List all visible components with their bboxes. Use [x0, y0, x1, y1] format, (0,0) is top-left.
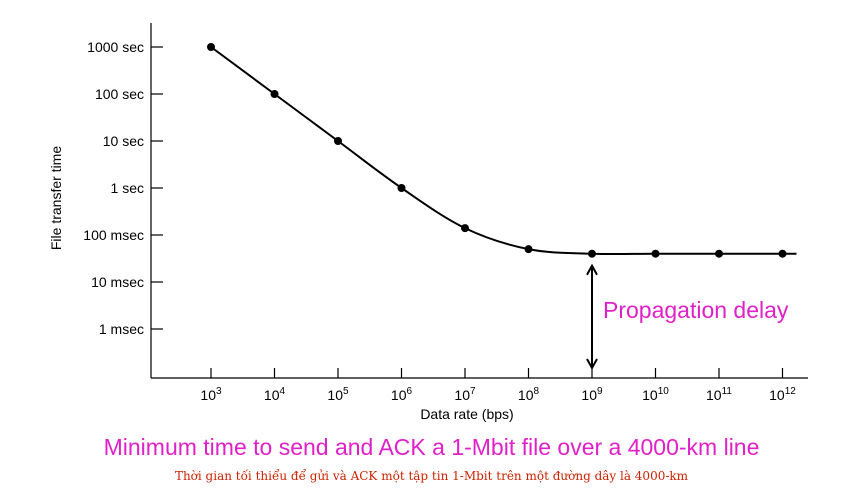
data-points [207, 43, 787, 258]
x-tick-label: 108 [518, 386, 540, 403]
data-point [397, 184, 406, 192]
data-point [651, 249, 660, 258]
x-tick-label: 105 [327, 386, 349, 403]
annotation-propagation-delay: Propagation delay [603, 297, 789, 323]
y-tick-label: 1 msec [99, 321, 144, 337]
x-tick-label: 1012 [769, 386, 796, 403]
data-point [778, 249, 787, 258]
caption: Minimum time to send and ACK a 1-Mbit fi… [103, 434, 760, 460]
x-tick-label: 106 [391, 386, 413, 403]
data-point [334, 137, 342, 145]
series-line [210, 46, 797, 256]
data-point [270, 90, 279, 98]
y-axis: 1000 sec 100 sec 10 sec 1 sec 100 msec 10 mse… [83, 39, 163, 337]
data-point [715, 249, 723, 258]
arrow-head-up [586, 263, 598, 276]
x-tick-label: 109 [581, 386, 603, 403]
x-tick-label: 104 [264, 386, 286, 403]
caption-vietnamese: Thời gian tối thiểu để gửi và ACK một tậ… [174, 469, 689, 483]
arrow-head-down [586, 358, 598, 371]
data-point [588, 249, 596, 258]
y-tick-label: 10 sec [103, 133, 144, 149]
y-tick-label: 100 msec [83, 227, 144, 243]
y-tick-label: 1 sec [111, 180, 144, 196]
data-point [207, 43, 215, 51]
x-tick-label: 1010 [642, 386, 669, 403]
x-tick-label: 1011 [706, 386, 732, 403]
x-axis: 103 104 105 106 107 108 109 1010 1011 1012 [200, 368, 796, 403]
axes [150, 23, 808, 379]
x-tick-label: 103 [200, 386, 222, 403]
x-tick-label: 107 [454, 386, 476, 403]
y-tick-label: 10 msec [91, 274, 144, 290]
y-axis-title: File transfer time [48, 146, 64, 250]
x-axis-title: Data rate (bps) [420, 406, 513, 422]
propagation-delay-arrow [586, 263, 598, 371]
data-point [524, 245, 533, 254]
data-point [461, 224, 469, 233]
y-tick-label: 1000 sec [87, 39, 144, 55]
y-tick-label: 100 sec [95, 86, 144, 102]
